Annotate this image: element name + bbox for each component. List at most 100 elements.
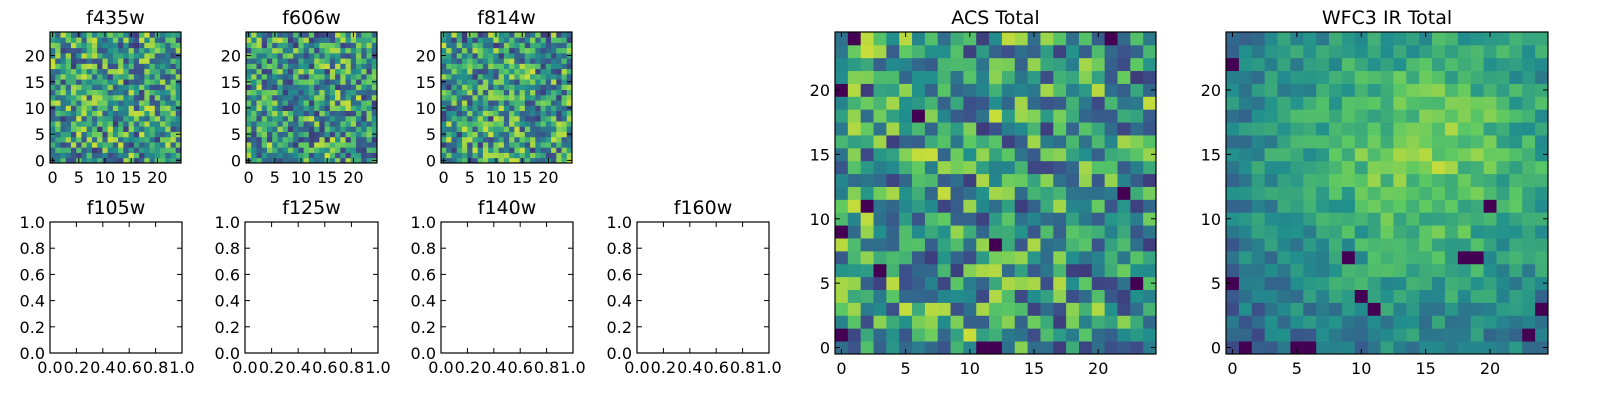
- heatmap-cell: [319, 73, 325, 80]
- heatmap-cell: [556, 52, 562, 59]
- x-tick-label: 0.6: [703, 358, 728, 377]
- heatmap-cell: [1432, 212, 1446, 226]
- heatmap-cell: [1457, 302, 1472, 316]
- heatmap-cell: [1226, 109, 1240, 123]
- heatmap-cell: [1264, 57, 1278, 72]
- heatmap-cell: [493, 79, 500, 85]
- heatmap-cell: [488, 73, 494, 80]
- heatmap-cell: [86, 42, 93, 49]
- heatmap-cell: [446, 100, 452, 106]
- heatmap-cell: [256, 115, 263, 122]
- heatmap-cell: [287, 73, 294, 80]
- heatmap-cell: [335, 94, 341, 101]
- x-tick-label: 5: [1292, 359, 1302, 378]
- heatmap-cell: [335, 142, 341, 148]
- heatmap-cell: [561, 52, 568, 59]
- heatmap-cell: [308, 136, 315, 143]
- heatmap-cell: [345, 126, 352, 132]
- x-tick-label: 10: [291, 168, 311, 187]
- heatmap-cell: [1444, 302, 1459, 316]
- heatmap-cell: [535, 42, 541, 49]
- heatmap-cell: [1117, 315, 1131, 329]
- heatmap-cell: [272, 58, 278, 64]
- heatmap-cell: [847, 263, 862, 278]
- heatmap-cell: [1457, 160, 1472, 175]
- heatmap-cell: [530, 94, 536, 101]
- heatmap-cell: [76, 142, 82, 148]
- heatmap-cell: [170, 152, 177, 159]
- heatmap-cell: [530, 126, 536, 132]
- heatmap-cell: [314, 121, 320, 127]
- heatmap-cell: [277, 131, 284, 138]
- heatmap-cell: [451, 58, 458, 64]
- heatmap-cell: [303, 68, 310, 75]
- heatmap-cell: [509, 52, 515, 59]
- heatmap-cell: [1091, 328, 1106, 342]
- heatmap-cell: [488, 42, 494, 49]
- heatmap-cell: [261, 68, 268, 75]
- heatmap-cell: [467, 100, 473, 106]
- heatmap-cell: [287, 47, 294, 54]
- heatmap-cell: [530, 37, 536, 43]
- heatmap-cell: [81, 52, 88, 59]
- heatmap-cell: [1341, 225, 1356, 239]
- heatmap-cell: [503, 89, 510, 96]
- heatmap-cell: [329, 84, 336, 91]
- heatmap-cell: [118, 47, 124, 54]
- heatmap-cell: [514, 121, 520, 127]
- heatmap-cell: [1040, 70, 1054, 84]
- heatmap-cell: [350, 105, 357, 111]
- heatmap-cell: [282, 73, 289, 80]
- heatmap-cell: [441, 126, 447, 132]
- heatmap-cell: [165, 100, 171, 106]
- x-tick-label: 1.0: [560, 358, 585, 377]
- heatmap-cell: [519, 89, 526, 96]
- heatmap-cell: [1303, 109, 1317, 123]
- heatmap-cell: [519, 142, 526, 148]
- heatmap-cell: [261, 147, 268, 153]
- heatmap-cell: [1535, 186, 1549, 200]
- heatmap-cell: [107, 52, 114, 59]
- heatmap-cell: [441, 147, 447, 153]
- heatmap-cell: [144, 136, 150, 143]
- heatmap-cell: [160, 42, 166, 49]
- heatmap-cell: [493, 115, 500, 122]
- heatmap-cell: [899, 250, 913, 265]
- heatmap-cell: [1496, 199, 1510, 213]
- heatmap-cell: [1001, 122, 1016, 136]
- heatmap-cell: [937, 341, 951, 355]
- heatmap-cell: [456, 131, 463, 138]
- heatmap-cell: [345, 105, 352, 111]
- heatmap-cell: [361, 100, 367, 106]
- heatmap-cell: [441, 110, 447, 117]
- heatmap-cell: [170, 32, 177, 38]
- heatmap-cell: [345, 52, 352, 59]
- heatmap-cell: [144, 73, 150, 80]
- heatmap-cell: [1457, 44, 1472, 59]
- heatmap-cell: [175, 94, 182, 101]
- heatmap-cell: [345, 68, 352, 75]
- heatmap-cell: [356, 73, 362, 80]
- heatmap-cell: [1393, 122, 1407, 136]
- heatmap-cell: [112, 68, 119, 75]
- heatmap-cell: [118, 121, 124, 127]
- heatmap-cell: [1264, 32, 1278, 46]
- heatmap-cell: [1238, 276, 1253, 290]
- heatmap-cell: [261, 63, 268, 70]
- heatmap-cell: [886, 83, 900, 97]
- heatmap-cell: [873, 289, 887, 303]
- heatmap-cell: [1290, 173, 1304, 187]
- heatmap-cell: [1444, 186, 1459, 200]
- heatmap-cell: [530, 47, 536, 54]
- heatmap-cell: [324, 105, 331, 111]
- heatmap-cell: [356, 84, 362, 91]
- heatmap-cell: [1341, 83, 1356, 97]
- heatmap-cell: [118, 84, 124, 91]
- heatmap-cell: [477, 157, 484, 164]
- heatmap-cell: [1117, 147, 1131, 162]
- heatmap-cell: [123, 32, 129, 38]
- title-f435w: f435w: [86, 7, 145, 29]
- heatmap-cell: [1367, 199, 1381, 213]
- heatmap-cell: [873, 302, 887, 316]
- heatmap-cell: [1027, 57, 1041, 72]
